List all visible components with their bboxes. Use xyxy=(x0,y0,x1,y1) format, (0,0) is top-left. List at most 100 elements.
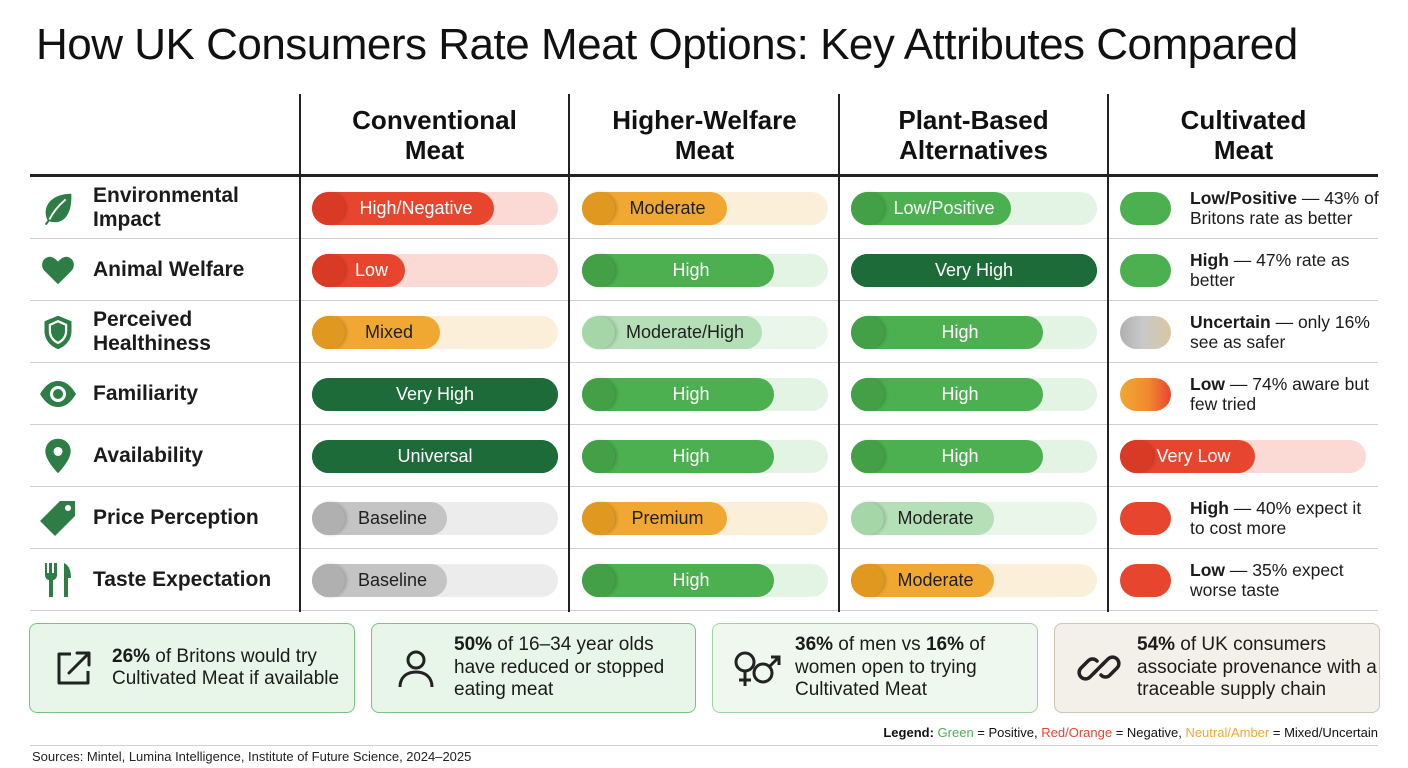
column-header-cultivated: Cultivated Meat xyxy=(1180,105,1307,165)
column-header-higher-welfare: Higher-Welfare Meat xyxy=(612,105,797,165)
rating-label: Low xyxy=(354,260,389,280)
table-row: Availability Universal High High Very Low xyxy=(30,425,1378,487)
page-title: How UK Consumers Rate Meat Options: Key … xyxy=(36,20,1298,69)
table-row: Environmental Impact High/Negative Moderate… xyxy=(30,177,1379,239)
rating-bar-track: Premium xyxy=(582,502,828,535)
row-label-text: Perceived Healthiness xyxy=(93,308,211,355)
cultivated-cell: Low — 35% expect worse taste xyxy=(1109,549,1377,611)
rating-cell: Low/Positive xyxy=(839,177,1108,239)
fork-knife-icon xyxy=(36,558,80,602)
rating-bar-knob xyxy=(851,378,884,411)
cultivated-cell: Low/Positive — 43% of Britons rate as be… xyxy=(1109,177,1379,239)
color-legend: Legend: Green = Positive, Red/Orange = N… xyxy=(883,725,1378,740)
column-header-conventional: Conventional Meat xyxy=(352,105,517,165)
rating-cell: Premium xyxy=(570,487,839,549)
rating-cell: High xyxy=(839,363,1108,425)
rating-cell: Mixed xyxy=(300,301,569,363)
row-label: Environmental Impact xyxy=(30,177,298,239)
rating-bar-track: High xyxy=(582,254,828,287)
cultivated-note: Low/Positive — 43% of Britons rate as be… xyxy=(1190,188,1379,228)
rating-label: Moderate xyxy=(897,508,974,528)
rating-bar-knob xyxy=(582,192,615,225)
rating-pill xyxy=(1120,564,1171,597)
rating-label: Mixed xyxy=(364,322,413,342)
rating-pill xyxy=(1120,316,1171,349)
row-label-text: Availability xyxy=(93,444,204,467)
rating-cell: High xyxy=(839,301,1108,363)
shield-icon xyxy=(36,310,80,354)
footer-divider xyxy=(30,745,1378,746)
sources-note: Sources: Mintel, Lumina Intelligence, In… xyxy=(32,749,472,764)
rating-label: High/Negative xyxy=(359,198,473,218)
rating-bar-knob xyxy=(582,440,615,473)
external-link-icon xyxy=(48,642,100,694)
stat-card: 36% of men vs 16% of women open to tryin… xyxy=(712,623,1038,713)
rating-label: High xyxy=(672,384,710,404)
eye-icon xyxy=(36,372,80,416)
rating-bar-track: High xyxy=(582,378,828,411)
stat-card: 50% of 16–34 year olds have reduced or s… xyxy=(371,623,696,713)
gender-icon xyxy=(731,642,783,694)
rating-label: Moderate xyxy=(629,198,706,218)
column-header-plant-based: Plant-Based Alternatives xyxy=(898,105,1049,165)
row-label-text: Taste Expectation xyxy=(93,568,272,591)
rating-bar-knob xyxy=(582,254,615,287)
rating-bar-knob xyxy=(851,502,884,535)
rating-cell: High xyxy=(570,425,839,487)
rating-bar-track: Moderate xyxy=(851,564,1097,597)
cultivated-cell: Very Low xyxy=(1109,425,1377,487)
rating-bar-knob xyxy=(312,564,345,597)
rating-label: High xyxy=(941,446,979,466)
rating-label: High xyxy=(941,384,979,404)
stat-text: 36% of men vs 16% of women open to tryin… xyxy=(795,634,986,701)
cultivated-cell: Low — 74% aware but few tried xyxy=(1109,363,1377,425)
rating-pill xyxy=(1120,254,1171,287)
rating-bar-knob xyxy=(851,316,884,349)
column-divider xyxy=(838,94,840,612)
rating-bar-fill: Very High xyxy=(312,378,558,411)
table-row: Familiarity Very High High High Low — 74% aw… xyxy=(30,363,1378,425)
rating-bar-knob xyxy=(582,564,615,597)
rating-bar-knob xyxy=(1120,440,1153,473)
rating-bar-track: High xyxy=(582,564,828,597)
rating-cell: Baseline xyxy=(300,487,569,549)
rating-bar-fill: Moderate/High xyxy=(582,316,762,349)
rating-cell: Moderate xyxy=(839,487,1108,549)
person-icon xyxy=(390,642,442,694)
leaf-icon xyxy=(36,186,80,230)
rating-cell: High xyxy=(839,425,1108,487)
rating-cell: High xyxy=(570,239,839,301)
rating-bar-knob xyxy=(312,502,345,535)
rating-bar-track: Moderate/High xyxy=(582,316,828,349)
cultivated-note: Low — 35% expect worse taste xyxy=(1190,560,1344,600)
rating-bar-knob xyxy=(582,316,615,349)
rating-bar-knob xyxy=(312,192,345,225)
rating-cell: Moderate xyxy=(839,549,1108,611)
cultivated-cell: High — 47% rate as better xyxy=(1109,239,1377,301)
rating-bar-track: High xyxy=(851,440,1097,473)
rating-bar-track: High/Negative xyxy=(312,192,558,225)
rating-label: High xyxy=(672,446,710,466)
column-divider xyxy=(299,94,301,612)
rating-label: Premium xyxy=(631,508,704,528)
rating-cell: Very High xyxy=(839,239,1108,301)
stat-text: 50% of 16–34 year olds have reduced or s… xyxy=(454,634,665,701)
rating-bar-fill: Very High xyxy=(851,254,1097,287)
location-pin-icon xyxy=(36,434,80,478)
rating-label: Very High xyxy=(934,260,1014,280)
cultivated-note: High — 40% expect it to cost more xyxy=(1190,498,1362,538)
rating-label: High xyxy=(672,570,710,590)
rating-cell: High xyxy=(570,363,839,425)
stat-text: 26% of Britons would try Cultivated Meat… xyxy=(112,645,340,690)
rating-bar-track: Very Low xyxy=(1120,440,1366,473)
rating-bar-track: Baseline xyxy=(312,502,558,535)
rating-label: Baseline xyxy=(357,508,428,528)
rating-bar-fill: High xyxy=(582,254,774,287)
rating-bar-track: Moderate xyxy=(851,502,1097,535)
rating-pill xyxy=(1120,378,1171,411)
rating-cell: Low xyxy=(300,239,569,301)
rating-bar-track: Low/Positive xyxy=(851,192,1097,225)
stat-card: 26% of Britons would try Cultivated Meat… xyxy=(29,623,355,713)
row-label: Animal Welfare xyxy=(30,239,298,301)
row-label-text: Price Perception xyxy=(93,506,259,529)
